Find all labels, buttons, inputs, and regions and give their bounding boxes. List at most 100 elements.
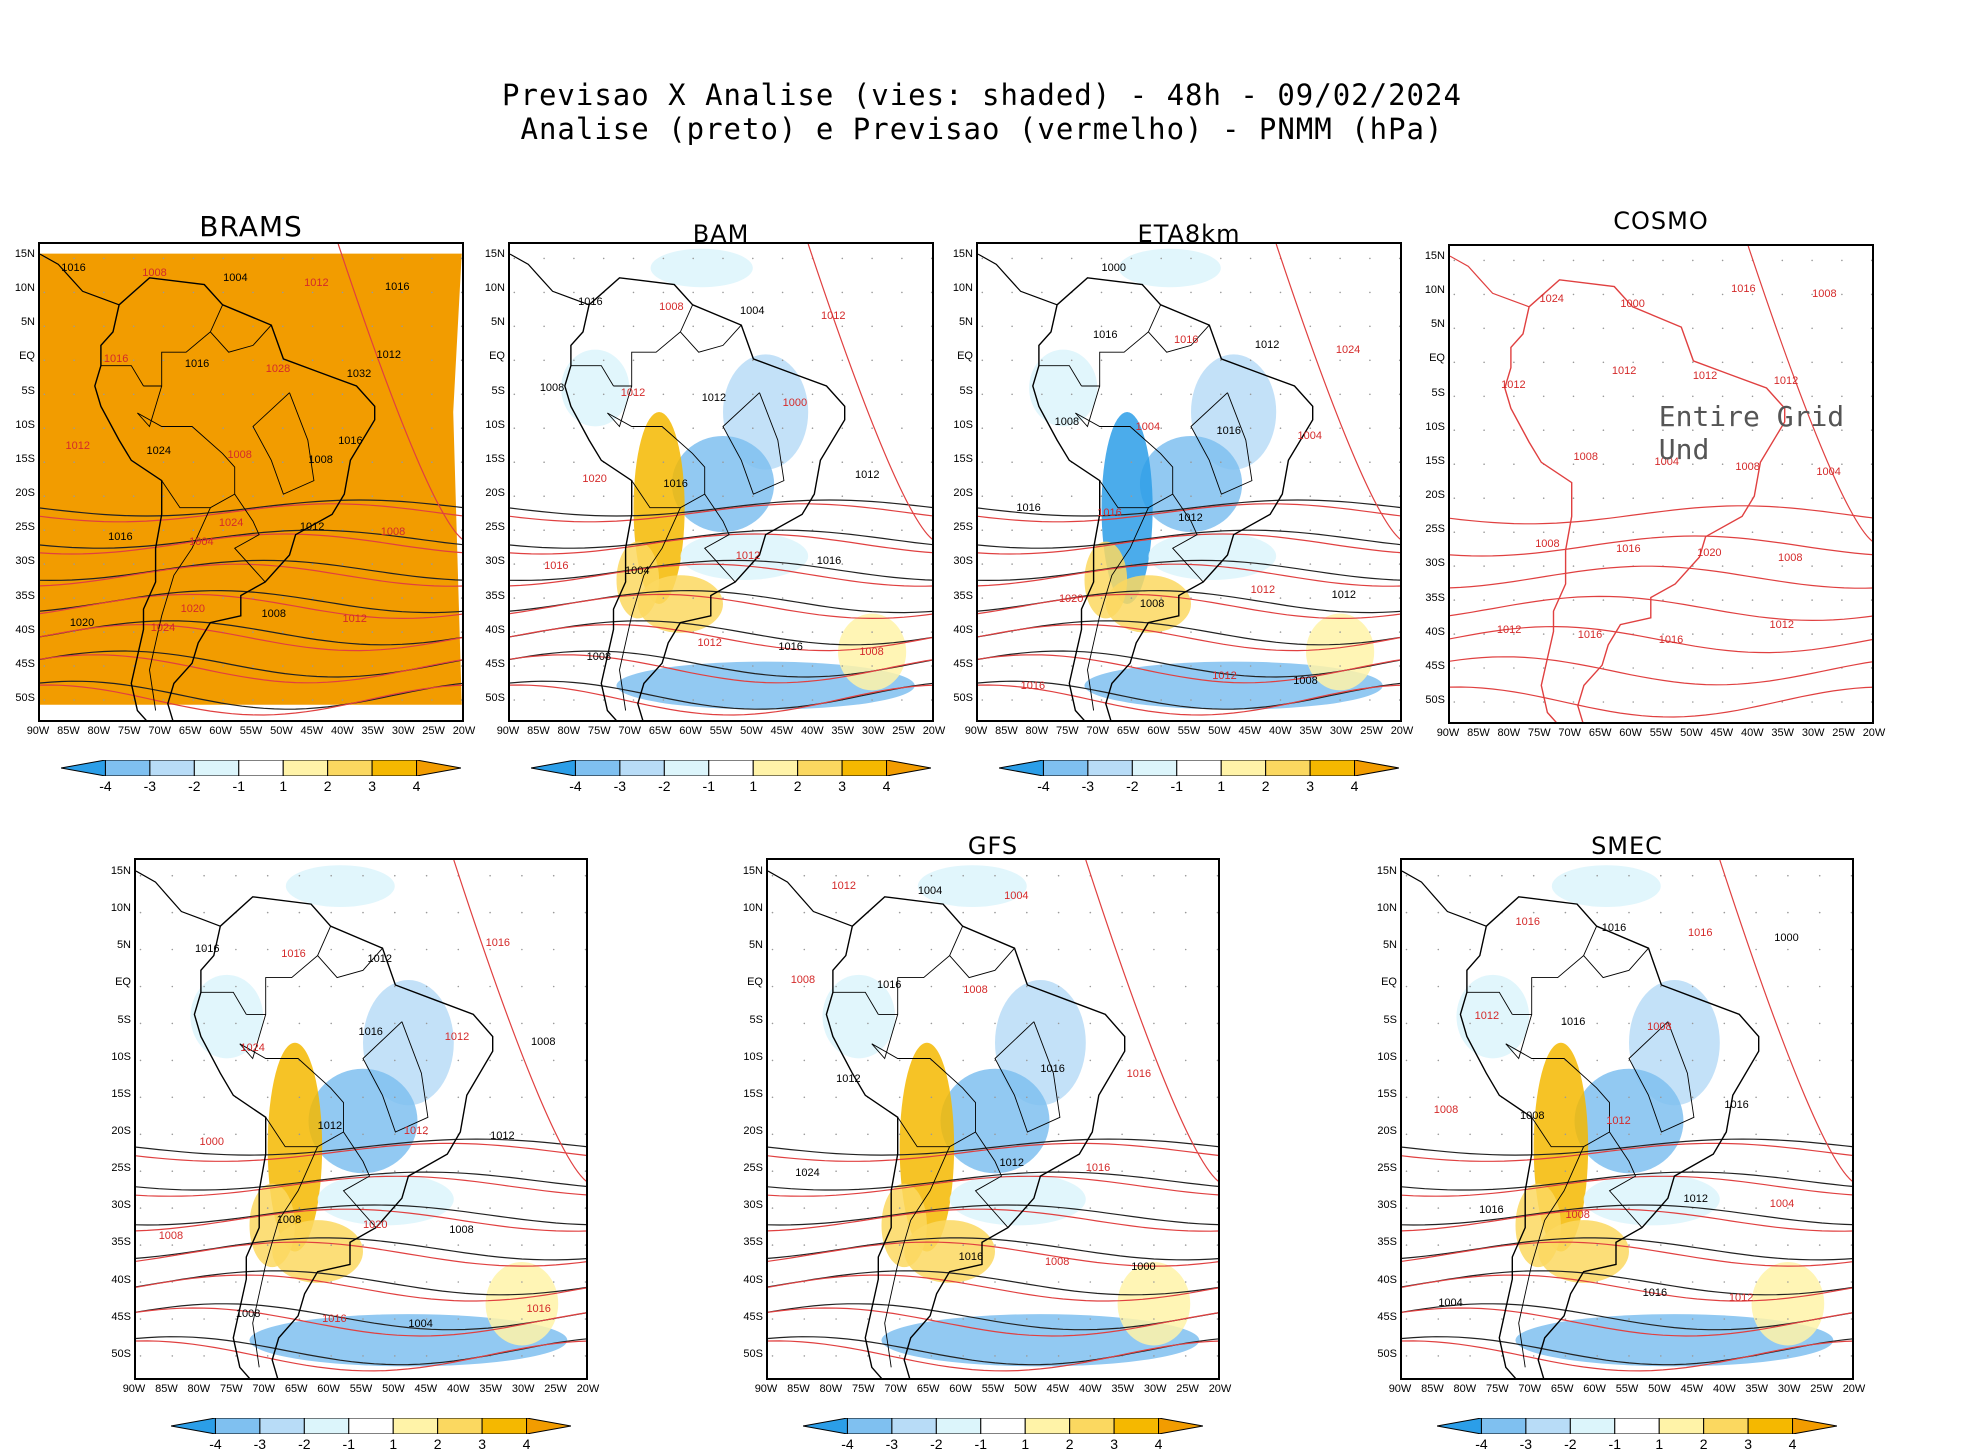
colorbar-segment [891,1418,937,1434]
lat-tick-label: 10N [1424,284,1445,297]
isobar-label: 1016 [578,295,603,308]
lat-tick-label: 15N [952,248,973,260]
isobar-forecast [768,1142,1218,1162]
colorbar-label: 4 [1154,1436,1163,1452]
isobar-forecast [510,654,932,684]
lat-tick-label: 35S [15,589,35,602]
isobar-analysis [136,1303,586,1331]
colorbar-label: 4 [1788,1436,1797,1452]
colorbar-segment [371,760,418,776]
lon-tick-label: 90W [496,725,520,737]
isobar-forecast [136,1208,586,1232]
lat-tick-label: EQ [1429,352,1445,365]
lon-tick-label: 85W [787,1383,810,1395]
lat-tick-label: 25S [485,521,505,534]
colorbar-segment [526,1418,571,1434]
lat-tick-label: 25S [111,1162,131,1175]
isobar-label: 1008 [276,1213,302,1226]
coastline [564,277,846,720]
lat-tick-label: 5N [1430,318,1445,331]
lon-tick-label: 25W [1360,725,1383,737]
isobar-analysis [768,1270,1218,1296]
isobar-label: 1016 [1577,629,1603,641]
isobar-label: 1004 [408,1318,433,1331]
lat-tick-label: 5N [490,316,505,329]
isobar-forecast [1450,505,1872,525]
lon-tick-label: 35W [1745,1383,1769,1395]
colorbar-segment [149,760,195,776]
bias-region [485,1261,559,1346]
lon-tick-label: 90W [1436,727,1460,739]
isobar-forecast [978,593,1400,620]
map-canvas [768,860,1218,1378]
lon-tick-label: 45W [1710,727,1734,739]
country-border [252,392,315,495]
colorbar-segment [1113,1418,1160,1434]
lat-tick-label: 20S [485,487,505,500]
colorbar [1437,1418,1837,1434]
isobar-forecast [1402,1340,1852,1372]
country-border [607,412,706,509]
country-border [1081,304,1162,387]
lon-tick-label: 20W [576,1383,600,1395]
isobar-forecast [40,623,462,652]
bias-region [881,1183,927,1268]
lon-tick-label: 55W [349,1383,373,1395]
isobar-label: 1016 [1093,329,1118,342]
lon-tick-label: 25W [544,1383,567,1395]
isobar-label: 1008 [1054,415,1080,428]
colorbar-segment [1087,760,1133,776]
map-panel: 1016 1016 1012 1012 1016 1008 1016 1004 1016 1012… [1400,858,1854,1380]
colorbar-label: -4 [1037,778,1050,794]
isobar-label: 1012 [855,468,880,481]
country-border [619,507,681,711]
isobar-label: 1008 [227,449,252,462]
lon-tick-label: 85W [995,725,1018,737]
isobar-label: 1024 [1335,343,1361,356]
colorbar-segment [1309,760,1356,776]
isobar-label: 1012 [820,310,846,323]
lon-tick-label: 90W [26,725,50,737]
isobar-label: 1000 [1131,1260,1156,1273]
lat-tick-label: EQ [957,350,973,363]
bias-region [616,541,660,619]
colorbar-label: 4 [882,778,891,794]
colorbar-label: -1 [702,778,715,794]
lon-tick-label: 70W [1086,725,1110,737]
country-border [832,991,879,1015]
lat-tick-label: 5N [116,939,131,952]
isobar-label: 1016 [195,942,220,955]
lon-tick-label: 85W [1421,1383,1444,1395]
isobar-label: 1016 [1097,507,1122,519]
colorbar-segment [259,1418,305,1434]
isobar-forecast [978,503,1400,523]
lon-tick-label: 50W [382,1383,405,1395]
coastline [193,896,494,1378]
lat-tick-label: 25S [1377,1162,1397,1175]
country-border [1038,365,1082,387]
map-panel: 1016 1016 1012 1016 1008 1012 1008 1012 1016 1020… [134,858,588,1380]
panel-title: SMEC [1591,832,1663,860]
isobar-label: 1012 [1496,624,1522,637]
isobar-label: 1008 [1520,1109,1545,1122]
colorbar-label: 1 [1655,1436,1664,1452]
isobar-forecast [768,1307,1218,1337]
lon-tick-label: 25W [892,725,915,737]
colorbar-segment [437,1418,483,1434]
country-border [871,1043,976,1148]
isobar-label: 1008 [1044,1255,1070,1268]
isobar-analysis [1402,1138,1852,1156]
lat-tick-label: 15S [111,1087,131,1100]
isobar-label: 1024 [240,1041,265,1054]
country-border [994,1021,1061,1133]
isobar-forecast [40,593,462,620]
isobar-label: 1008 [158,1229,184,1242]
lat-tick-label: EQ [115,976,131,989]
isobar-forecast [510,684,932,716]
isobar-label: 1016 [1085,1161,1111,1174]
country-border [239,1043,344,1148]
isobar-label: 1012 [376,348,402,361]
isobar-label: 1012 [697,636,722,649]
lat-tick-label: 25S [953,521,973,534]
colorbar-segment [303,1418,350,1434]
